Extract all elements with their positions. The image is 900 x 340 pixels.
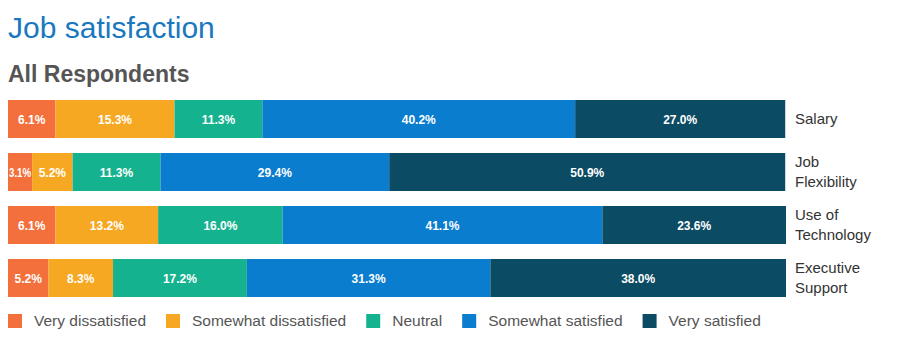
legend-label: Somewhat satisfied xyxy=(488,312,622,329)
data-labels: 6.1% 15.3% 11.3% 40.2% 27.0% 3.1% 5.2% 11.3% 29.… xyxy=(9,113,712,286)
data-label: 5.2% xyxy=(15,272,43,286)
data-label: 11.3% xyxy=(100,166,134,180)
legend-label: Very satisfied xyxy=(669,312,761,329)
legend: Very dissatisfied Somewhat dissatisfied Ne… xyxy=(8,312,761,329)
data-label: 40.2% xyxy=(402,113,436,127)
bars xyxy=(8,100,786,297)
data-label: 13.2% xyxy=(90,219,124,233)
data-label: 31.3% xyxy=(352,272,386,286)
data-label: 23.6% xyxy=(677,219,711,233)
data-label: 50.9% xyxy=(570,166,604,180)
chart: Job satisfaction All Respondents 6.1% 15.3%… xyxy=(0,0,900,340)
bar-segment xyxy=(32,153,72,191)
data-label: 6.1% xyxy=(18,113,46,127)
bar-segment xyxy=(160,153,389,191)
data-label: 11.3% xyxy=(202,113,236,127)
data-label: 38.0% xyxy=(621,272,655,286)
category-label: Salary xyxy=(795,110,838,127)
data-label: 3.1% xyxy=(9,166,31,180)
bar-segment xyxy=(247,259,491,297)
bar-segment xyxy=(8,259,48,297)
subtitle: All Respondents xyxy=(8,61,189,87)
data-label: 8.3% xyxy=(67,272,95,286)
bar-segment xyxy=(55,100,174,138)
bar-segment xyxy=(602,206,786,244)
legend-label: Somewhat dissatisfied xyxy=(192,312,346,329)
bar-segment xyxy=(490,259,786,297)
legend-label: Neutral xyxy=(392,312,442,329)
category-label: ExecutiveSupport xyxy=(795,259,860,296)
legend-swatch xyxy=(643,314,657,328)
legend-swatch xyxy=(366,314,380,328)
bar-segment xyxy=(8,100,55,138)
category-label: Use ofTechnology xyxy=(795,206,871,243)
data-label: 17.2% xyxy=(163,272,197,286)
bar-segment xyxy=(174,100,262,138)
bar-segment xyxy=(8,206,55,244)
data-label: 5.2% xyxy=(39,166,67,180)
category-label: JobFlexibility xyxy=(795,153,857,190)
bar-segment xyxy=(48,259,113,297)
title: Job satisfaction xyxy=(8,11,215,44)
data-label: 41.1% xyxy=(425,219,459,233)
data-label: 15.3% xyxy=(98,113,132,127)
bar-segment xyxy=(113,259,247,297)
legend-swatch xyxy=(166,314,180,328)
bar-segment xyxy=(283,206,603,244)
bar-segment xyxy=(55,206,158,244)
data-label: 16.0% xyxy=(203,219,237,233)
legend-swatch xyxy=(8,314,22,328)
legend-swatch xyxy=(462,314,476,328)
data-label: 29.4% xyxy=(258,166,292,180)
bar-segment xyxy=(8,153,32,191)
bar-segment xyxy=(389,153,785,191)
bar-segment xyxy=(262,100,575,138)
legend-label: Very dissatisfied xyxy=(34,312,146,329)
data-label: 27.0% xyxy=(663,113,697,127)
bar-segment xyxy=(158,206,282,244)
bar-segment xyxy=(575,100,785,138)
bar-segment xyxy=(73,153,161,191)
data-label: 6.1% xyxy=(18,219,46,233)
